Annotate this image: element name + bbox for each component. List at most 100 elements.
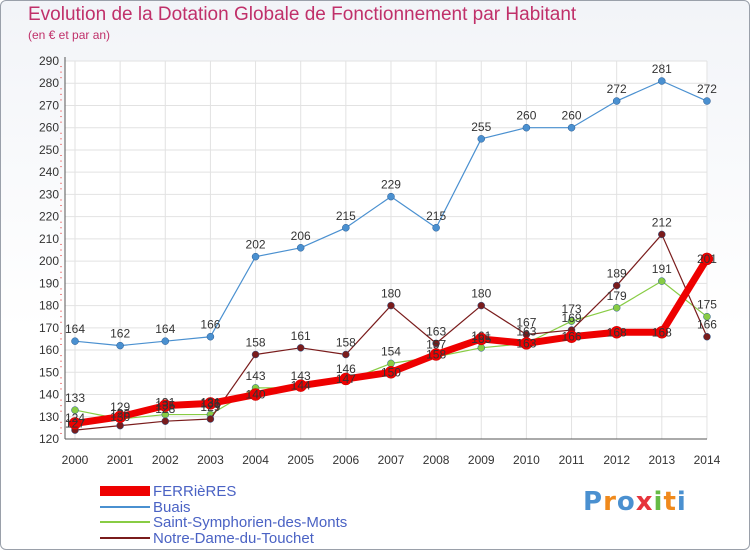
data-point (342, 350, 350, 359)
data-point (294, 379, 307, 392)
data-label: 173 (562, 302, 582, 316)
y-tick-label: 270 (39, 98, 59, 112)
data-label: 135 (155, 399, 175, 413)
data-label: 180 (381, 287, 401, 301)
chart-subtitle: (en € et par an) (28, 28, 111, 42)
data-point (387, 301, 395, 310)
legend-label: Buais (153, 499, 191, 516)
y-tick-label: 200 (39, 254, 59, 268)
data-point (249, 388, 262, 401)
data-label: 229 (381, 178, 401, 192)
y-tick-label: 280 (39, 76, 59, 90)
data-label: 129 (200, 400, 220, 414)
x-tick-label: 2013 (648, 453, 675, 467)
data-point (71, 406, 79, 414)
logo-letter: i (676, 487, 687, 517)
data-point (432, 224, 440, 232)
data-label: 165 (471, 332, 491, 346)
data-label: 127 (65, 416, 85, 430)
data-label: 161 (471, 329, 491, 343)
data-label: 201 (697, 252, 717, 266)
data-label: 124 (65, 411, 85, 425)
data-point (703, 332, 711, 341)
y-tick-label: 260 (39, 121, 59, 135)
logo-letter: o (616, 487, 636, 517)
data-label: 163 (516, 336, 536, 350)
data-label: 180 (471, 287, 491, 301)
y-tick-label: 230 (39, 187, 59, 201)
y-tick-label: 240 (39, 165, 59, 179)
data-label: 272 (697, 82, 717, 96)
data-point (161, 417, 170, 425)
x-tick-label: 2011 (559, 453, 585, 467)
data-label: 161 (291, 329, 311, 343)
y-tick-label: 130 (39, 410, 59, 424)
data-point (339, 372, 353, 386)
y-tick-label: 120 (39, 432, 59, 446)
data-point (565, 330, 578, 343)
y-tick-label: 150 (39, 365, 59, 379)
data-label: 154 (381, 344, 401, 358)
data-label: 272 (607, 82, 627, 96)
data-label: 206 (291, 229, 311, 243)
legend-label: Notre-Dame-du-Touchet (153, 530, 315, 547)
y-tick-label: 210 (39, 232, 59, 246)
data-point (477, 135, 486, 143)
data-label: 212 (652, 215, 672, 229)
data-point (71, 337, 79, 345)
data-label: 143 (291, 369, 311, 383)
logo-letter: P (583, 487, 604, 517)
logo-letter: r (603, 487, 617, 517)
x-tick-label: 2010 (513, 453, 540, 467)
data-point (655, 326, 669, 339)
data-point (251, 350, 260, 359)
y-tick-label: 190 (39, 276, 59, 290)
data-point (658, 77, 666, 85)
data-label: 144 (291, 379, 311, 393)
data-label: 167 (516, 315, 536, 329)
legend-label: FERRièRES (153, 483, 236, 500)
x-tick-label: 2000 (62, 453, 89, 467)
data-point (522, 123, 531, 132)
x-tick-label: 2004 (242, 453, 269, 467)
data-label: 146 (336, 362, 356, 376)
data-point (703, 97, 711, 105)
legend-label: Saint-Symphorien-des-Monts (153, 514, 347, 531)
data-label: 189 (607, 267, 627, 281)
data-label: 163 (426, 324, 446, 338)
y-tick-label: 140 (39, 388, 59, 402)
data-label: 126 (110, 407, 130, 421)
data-label: 158 (426, 348, 446, 362)
data-label: 281 (652, 62, 672, 76)
x-tick-label: 2009 (468, 453, 495, 467)
y-tick-label: 220 (39, 210, 59, 224)
x-tick-label: 2012 (603, 453, 630, 467)
data-label: 162 (110, 327, 130, 341)
data-label: 191 (652, 262, 672, 276)
data-label: 215 (336, 209, 356, 223)
data-point (204, 397, 217, 410)
data-point (113, 410, 127, 424)
data-point (612, 97, 621, 105)
data-label: 168 (652, 325, 672, 339)
x-tick-label: 2005 (287, 453, 314, 467)
data-label: 166 (697, 318, 717, 332)
data-label: 164 (65, 322, 85, 336)
data-label: 147 (336, 372, 356, 386)
y-tick-label: 160 (39, 343, 59, 357)
data-point (384, 366, 398, 379)
data-point (567, 123, 576, 132)
data-label: 157 (426, 338, 446, 352)
data-label: 179 (607, 289, 627, 303)
x-tick-label: 2001 (107, 453, 134, 467)
y-tick-label: 170 (39, 321, 59, 335)
data-point (567, 317, 576, 325)
logo-letter: t (663, 487, 677, 517)
data-point (387, 192, 395, 201)
data-point (251, 252, 260, 261)
chart-title: Evolution de la Dotation Globale de Fonc… (28, 4, 577, 25)
data-label: 128 (155, 402, 175, 416)
data-label: 169 (562, 311, 582, 325)
logo-letter: i (653, 487, 664, 517)
